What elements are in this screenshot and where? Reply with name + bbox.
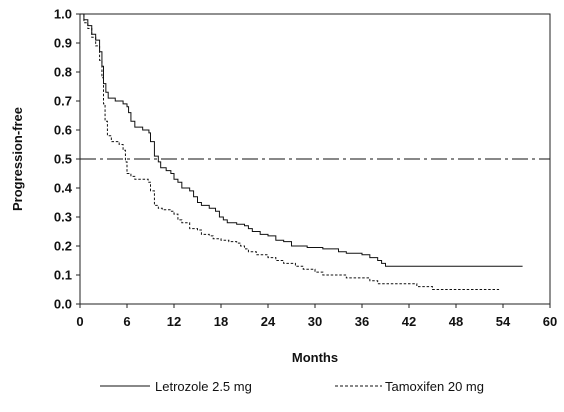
x-tick-label: 24 bbox=[261, 314, 276, 329]
series-line-tamoxifen bbox=[80, 13, 500, 290]
x-tick-label: 60 bbox=[543, 314, 557, 329]
y-tick-label: 0.7 bbox=[54, 94, 72, 109]
x-tick-label: 48 bbox=[449, 314, 463, 329]
y-axis-title: Progression-free bbox=[10, 107, 25, 211]
y-tick-label: 0.3 bbox=[54, 210, 72, 225]
x-tick-label: 6 bbox=[123, 314, 130, 329]
x-tick-label: 30 bbox=[308, 314, 322, 329]
y-tick-label: 0.8 bbox=[54, 65, 72, 80]
y-tick-label: 0.9 bbox=[54, 36, 72, 51]
legend-label-letrozole: Letrozole 2.5 mg bbox=[155, 379, 252, 394]
y-tick-label: 0.0 bbox=[54, 297, 72, 312]
y-tick-label: 0.4 bbox=[54, 181, 73, 196]
series-line-letrozole bbox=[80, 13, 523, 267]
x-tick-label: 18 bbox=[214, 314, 228, 329]
y-tick-label: 0.2 bbox=[54, 239, 72, 254]
y-tick-label: 0.1 bbox=[54, 268, 72, 283]
x-axis-title: Months bbox=[292, 350, 338, 365]
legend: Letrozole 2.5 mg Tamoxifen 20 mg bbox=[100, 379, 484, 394]
x-tick-label: 42 bbox=[402, 314, 416, 329]
x-tick-label: 36 bbox=[355, 314, 369, 329]
x-tick-label: 0 bbox=[76, 314, 83, 329]
x-tick-label: 12 bbox=[167, 314, 181, 329]
y-tick-label: 1.0 bbox=[54, 7, 72, 22]
legend-label-tamoxifen: Tamoxifen 20 mg bbox=[385, 379, 484, 394]
y-tick-label: 0.6 bbox=[54, 123, 72, 138]
x-tick-label: 54 bbox=[496, 314, 511, 329]
y-tick-label: 0.5 bbox=[54, 152, 72, 167]
